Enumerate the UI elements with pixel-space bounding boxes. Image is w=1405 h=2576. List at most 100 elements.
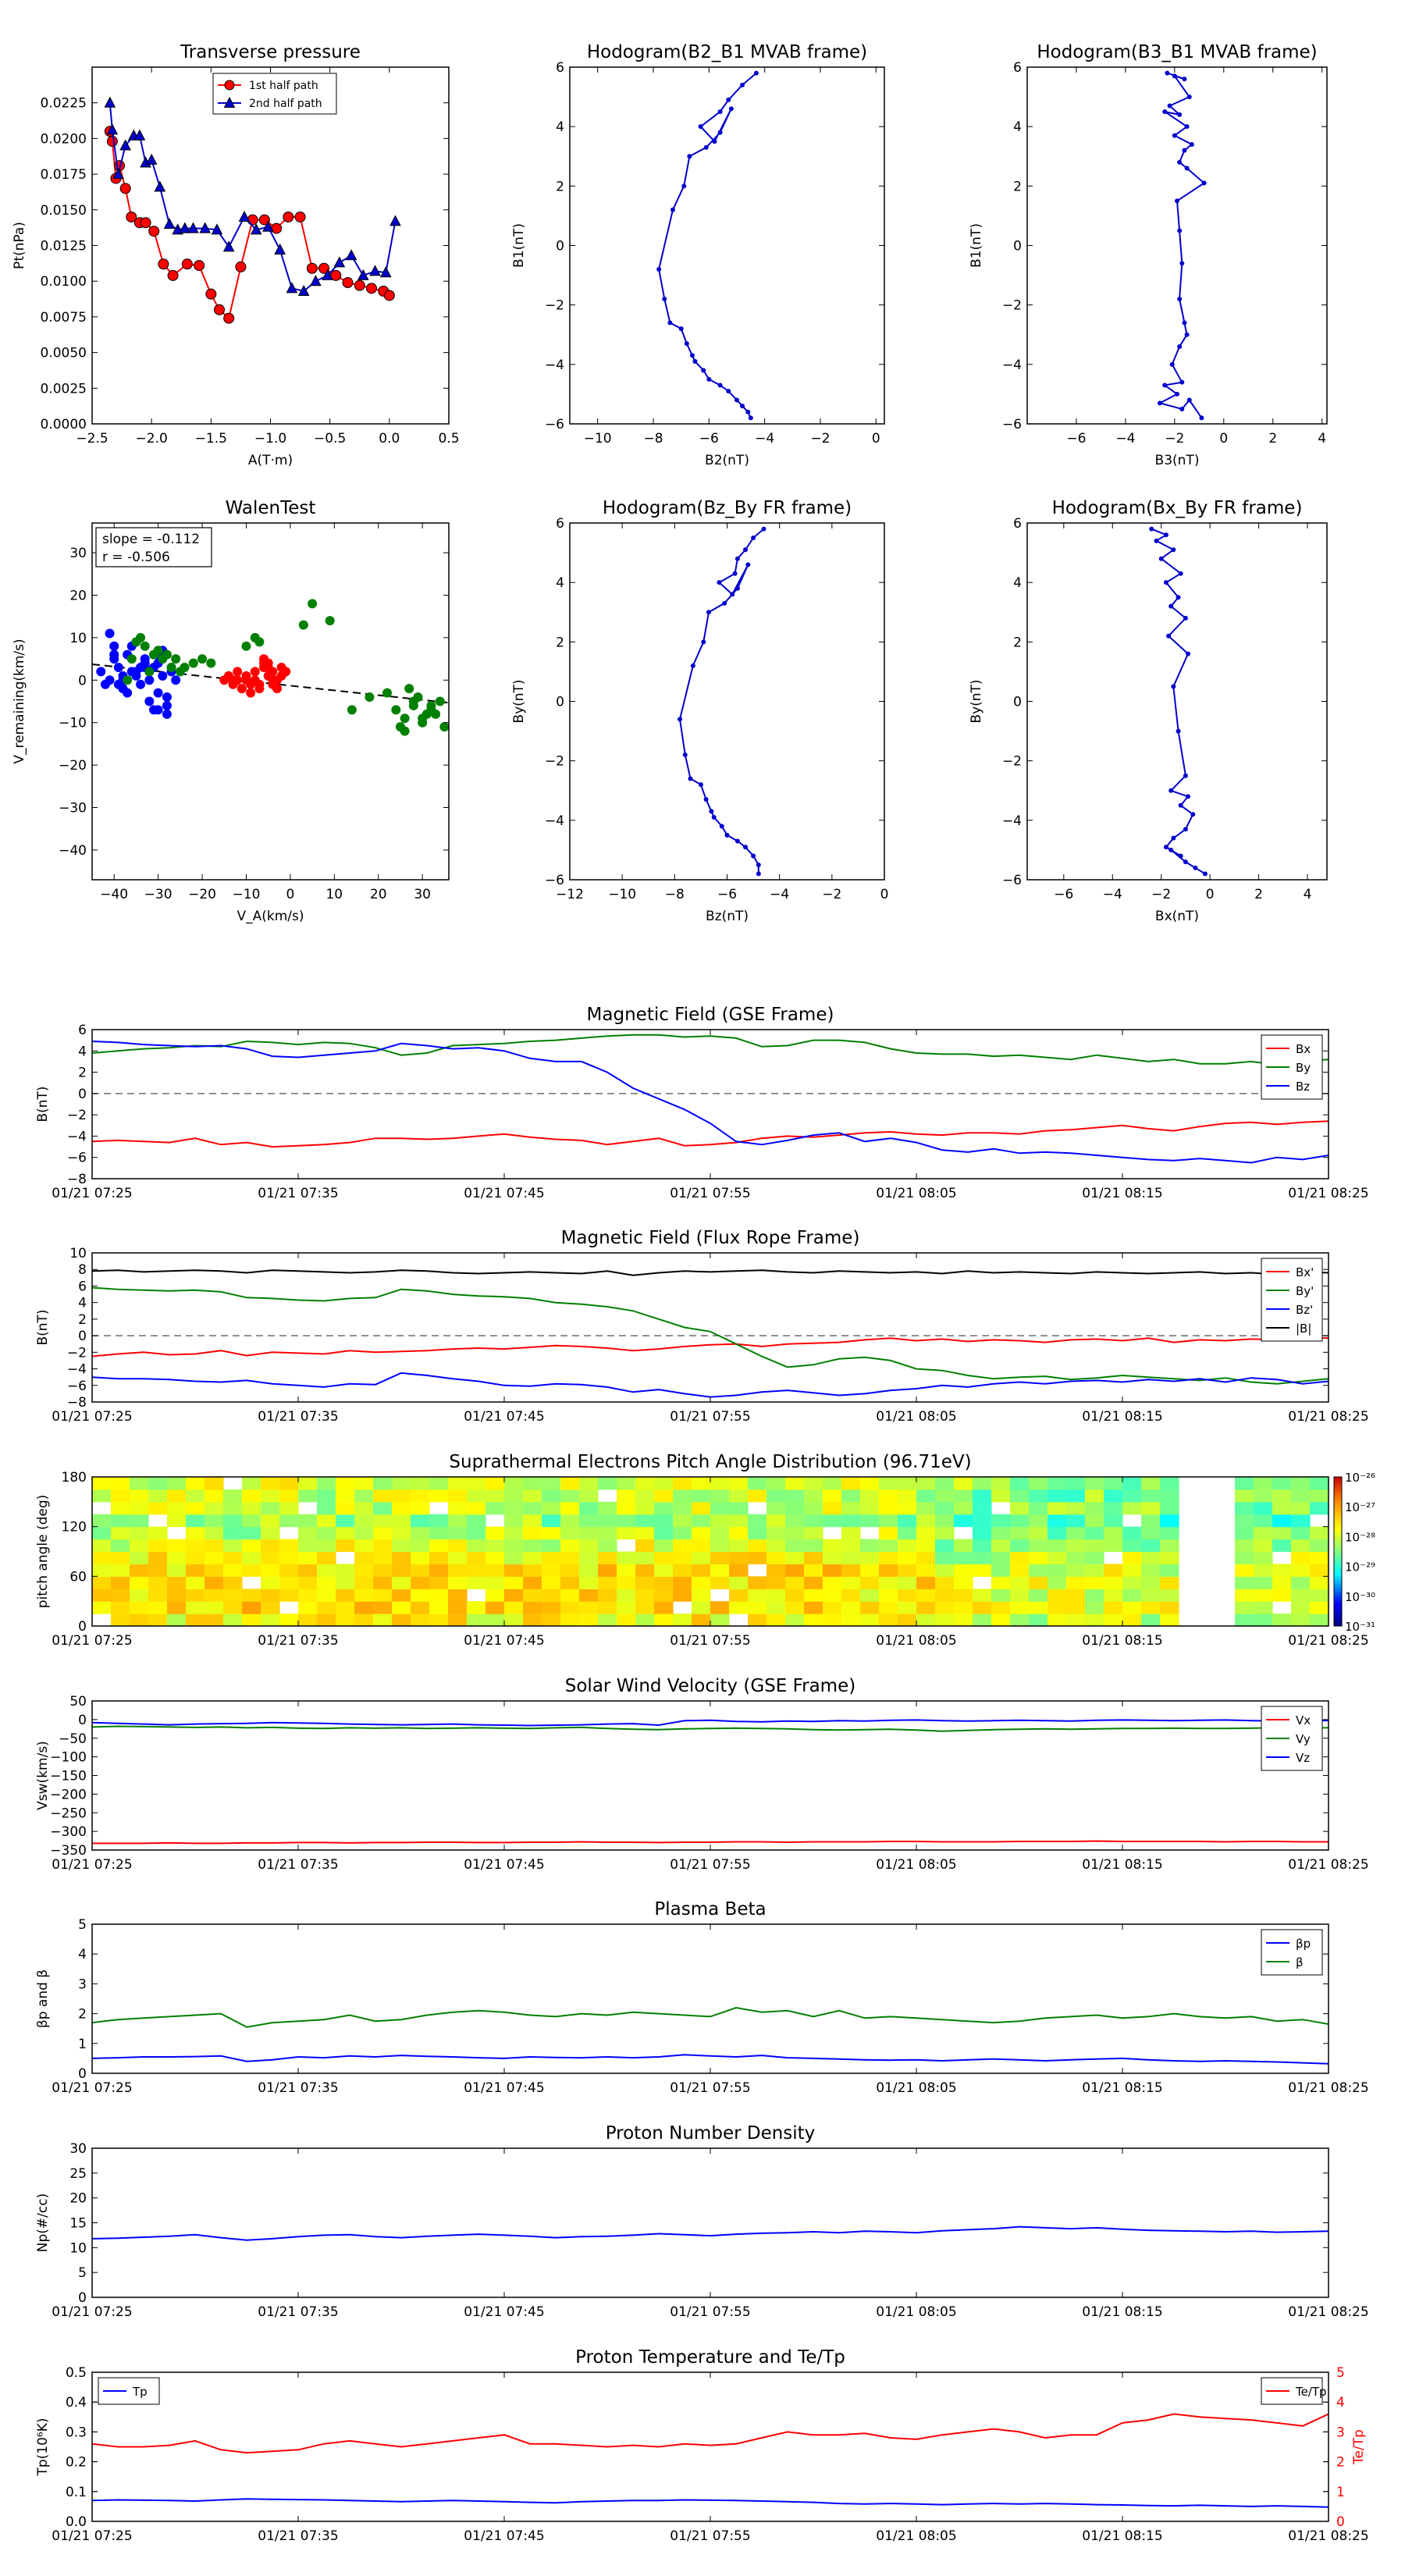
data-point [382,688,393,698]
heatmap-cell [392,1539,411,1553]
chart-title: Hodogram(Bz_By FR frame) [603,498,852,518]
heatmap-cell [336,1601,355,1614]
heatmap-cell [1291,1551,1311,1565]
heatmap-cell [823,1551,842,1565]
heatmap-cell [560,1501,580,1515]
heatmap-cell [1291,1526,1311,1540]
x-tick-label: −6 [1054,887,1073,902]
heatmap-cell [1235,1501,1254,1515]
data-point [308,599,318,609]
heatmap-cell [148,1501,168,1515]
heatmap-cell [823,1501,842,1515]
data-point [1158,556,1164,561]
data-point [194,260,205,272]
heatmap-cell [898,1589,917,1602]
time-tick-label: 01/21 08:05 [876,2304,956,2320]
x-tick-label: −4 [1103,887,1122,902]
y-tick-label-right: 2 [1336,2455,1345,2471]
time-tick-label: 01/21 08:15 [1082,2304,1162,2320]
data-point [717,109,723,115]
heatmap-cell [898,1551,917,1565]
heatmap-cell [1141,1539,1161,1553]
data-point [724,832,730,838]
heatmap-cell [1104,1514,1123,1528]
data-point [745,409,751,415]
data-point [1163,845,1168,850]
heatmap-cell [954,1539,973,1553]
y-tick-label-right: 1 [1336,2485,1345,2500]
colorbar-label: 10⁻²⁸ [1345,1530,1375,1544]
x-tick-label: −10 [608,887,636,902]
heatmap-cell [467,1489,486,1503]
heatmap-cell [1291,1564,1311,1577]
heatmap-cell [392,1564,411,1577]
heatmap-cell [785,1551,805,1565]
heatmap-cell [336,1477,355,1490]
heatmap-cell [486,1501,505,1515]
data-point [347,705,357,715]
heatmap-cell [617,1526,636,1540]
heatmap-cell [429,1551,449,1565]
heatmap-cell [579,1576,599,1589]
heatmap-cell [242,1564,261,1577]
heatmap-cell [1010,1576,1030,1589]
data-point [154,180,166,192]
heatmap-cell [523,1551,542,1565]
heatmap-cell [1235,1601,1254,1614]
plot-area [92,599,449,736]
time-tick-label: 01/21 08:25 [1288,1186,1368,1201]
y-tick-label: −2 [545,298,564,314]
legend-marker [224,80,235,91]
heatmap-cell [954,1601,973,1614]
heatmap-cell [860,1589,880,1602]
heatmap-cell [560,1614,580,1626]
data-point [1183,827,1188,832]
chart-title: Solar Wind Velocity (GSE Frame) [565,1676,855,1696]
y-tick-label: 0.0100 [41,274,87,290]
heatmap-cell [448,1551,468,1565]
heatmap-cell [298,1514,318,1528]
heatmap-cell [860,1501,880,1515]
heatmap-cell [692,1551,711,1565]
heatmap-cell [617,1576,636,1589]
heatmap-cell [823,1489,842,1503]
time-tick-label: 01/21 07:35 [258,2080,338,2096]
heatmap-cell [130,1589,149,1602]
data-point [140,217,151,229]
heatmap-cell [148,1614,168,1626]
data-point [163,217,176,229]
legend-label: βp [1296,1937,1311,1951]
plot-frame [91,1923,1329,2074]
heatmap-cell [167,1601,187,1614]
y-tick-label: 50 [69,1694,87,1710]
heatmap-cell [429,1601,449,1614]
heatmap-cell [261,1501,280,1515]
data-point [1179,261,1185,266]
heatmap-cell [916,1489,936,1503]
heatmap-cell [354,1614,374,1626]
data-point [310,275,322,286]
data-point [131,637,141,647]
heatmap-cell [205,1601,224,1614]
heatmap-cell [523,1539,542,1553]
heatmap-cell [111,1551,130,1565]
heatmap-cell [841,1514,861,1528]
data-point [682,753,688,758]
heatmap-cell [92,1551,112,1565]
heatmap-cell [354,1564,374,1577]
heatmap-cell [354,1514,374,1528]
time-tick-label: 01/21 08:05 [876,1857,956,1873]
heatmap-cell [111,1589,130,1602]
heatmap-cell [392,1601,411,1614]
y-tick-label: −6 [545,873,564,888]
heatmap-cell [392,1551,411,1565]
heatmap-cell [130,1551,149,1565]
time-tick-label: 01/21 07:35 [258,2304,338,2320]
heatmap-cell [261,1539,280,1553]
heatmap-cell [148,1551,168,1565]
y-tick-label: 4 [78,1044,87,1059]
time-tick-label: 01/21 07:45 [464,1857,544,1873]
heatmap-cell [692,1614,711,1626]
heatmap-cell [916,1614,936,1626]
data-point [1183,615,1188,621]
